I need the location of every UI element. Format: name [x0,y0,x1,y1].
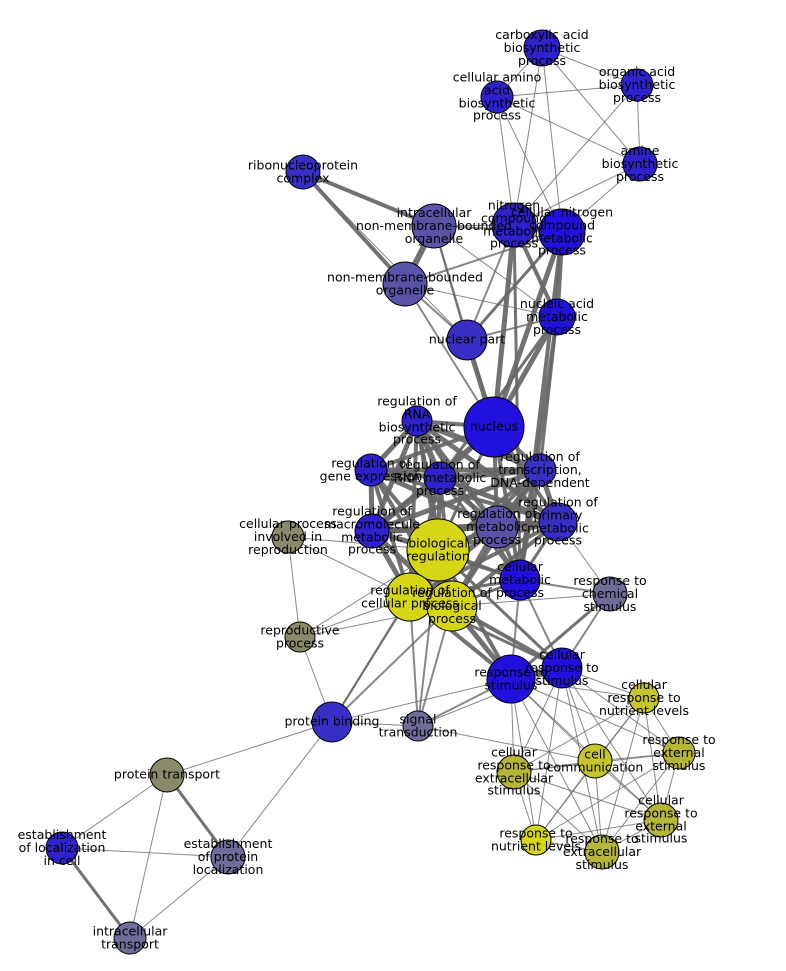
graph-edge [369,519,561,534]
graph-edge [437,475,561,525]
edge-layer [60,47,680,940]
graph-edge [129,774,168,939]
graph-edge [433,225,558,318]
graph-edge [541,47,641,165]
graph-node[interactable] [538,208,586,256]
graph-node[interactable] [475,505,519,549]
graph-node[interactable] [480,80,514,114]
graph-node[interactable] [486,654,536,704]
graph-node[interactable] [284,621,316,653]
graph-node[interactable] [662,736,696,770]
graph-node[interactable] [577,743,613,779]
graph-node[interactable] [401,405,433,437]
node-layer [45,29,696,955]
graph-node[interactable] [271,520,305,554]
graph-edge [535,667,563,841]
graph-edge [61,847,229,858]
graph-node[interactable] [385,572,435,622]
graph-edge [227,721,333,858]
graph-edge [510,678,603,853]
graph-edge [538,315,559,472]
graph-edge [535,752,680,841]
graph-edge [451,593,611,607]
graph-edge [404,231,563,285]
graph-edge [404,283,558,318]
graph-node[interactable] [411,203,457,249]
graph-edge [535,819,662,841]
graph-node[interactable] [463,396,525,458]
graph-edge [496,84,638,98]
graph-edge [513,47,543,226]
graph-edge [417,725,596,762]
graph-node[interactable] [584,834,620,870]
graph-node[interactable] [354,513,390,549]
graph-edge [601,697,645,853]
graph-edge [129,856,229,939]
graph-edge [513,771,662,821]
graph-node[interactable] [643,802,679,838]
graph-edge [60,846,132,940]
graph-edge [541,47,563,233]
graph-edge [301,170,436,228]
graph-edge [513,84,638,226]
graph-node[interactable] [382,261,428,307]
graph-node[interactable] [45,831,79,865]
graph-node[interactable] [311,701,353,743]
graph-node[interactable] [520,824,552,856]
graph-edge [513,163,641,226]
graph-edge [331,596,411,723]
graph-node[interactable] [354,453,388,487]
graph-node[interactable] [523,29,561,67]
graph-node[interactable] [620,68,654,102]
graph-node[interactable] [285,154,321,190]
graph-node[interactable] [523,453,557,487]
graph-edge [601,752,680,853]
graph-edge [496,96,641,165]
graph-edge [561,667,680,754]
graph-node[interactable] [446,319,488,361]
graph-edge [331,605,453,723]
graph-edge [301,170,407,286]
graph-edge [643,697,662,821]
graph-node[interactable] [628,682,660,714]
graph-edge [331,678,512,723]
graph-edge [61,774,168,849]
graph-edge [287,536,301,638]
graph-edge [510,678,680,754]
graph-node[interactable] [426,580,478,632]
graph-node[interactable] [538,502,578,542]
graph-node[interactable] [491,202,537,248]
graph-node[interactable] [406,518,470,582]
graph-edge [513,697,645,773]
graph-edge [166,721,333,776]
graph-node[interactable] [538,298,576,336]
graph-edge [513,771,603,853]
graph-node[interactable] [113,921,147,955]
graph-edge [417,667,563,727]
graph-edge [491,229,565,430]
graph-node[interactable] [499,559,541,601]
graph-node[interactable] [622,146,658,182]
graph-node[interactable] [149,757,185,793]
graph-node[interactable] [210,839,246,875]
graph-node[interactable] [592,576,628,612]
graph-node[interactable] [402,710,434,742]
graph-edge [302,171,468,341]
graph-edge [496,96,563,233]
graph-edge [491,222,517,430]
graph-edge [561,667,662,821]
graph-node[interactable] [423,461,457,495]
graph-node[interactable] [541,647,583,689]
graph-node[interactable] [496,754,532,790]
